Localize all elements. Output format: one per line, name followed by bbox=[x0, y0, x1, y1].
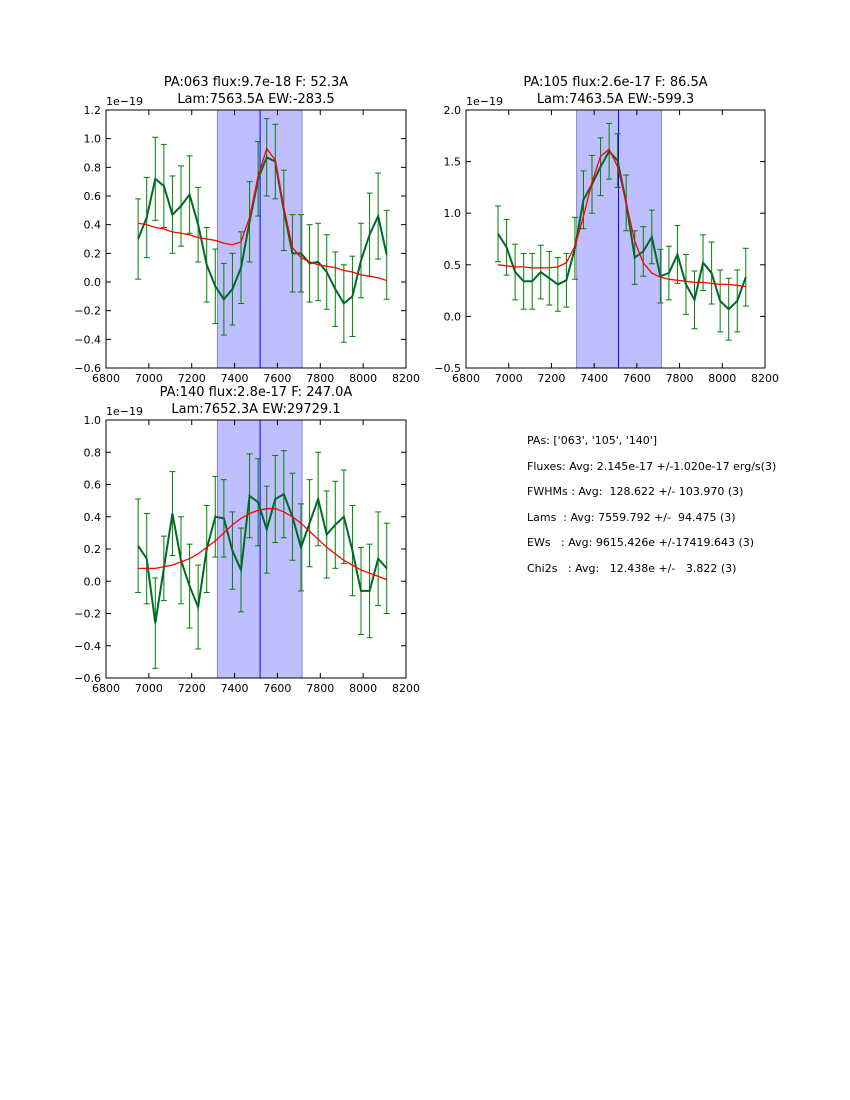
y-tick-label: −0.4 bbox=[74, 333, 101, 346]
x-tick-label: 6800 bbox=[92, 682, 120, 695]
y-tick-label: 0.0 bbox=[84, 575, 102, 588]
subplot-2: 6800 7000 7200 7400 7600 7800 8000 8200 −0.5 0.0 0… bbox=[434, 75, 779, 385]
y-tick-label: −0.2 bbox=[74, 305, 101, 318]
subplot-title-line1: PA:105 flux:2.6e-17 F: 86.5A bbox=[523, 75, 707, 90]
x-tick-label: 7200 bbox=[178, 682, 206, 695]
x-tick-label: 7000 bbox=[135, 372, 163, 385]
x-tick-label: 7400 bbox=[221, 682, 249, 695]
plot-area bbox=[495, 110, 749, 368]
x-tick-label: 7800 bbox=[666, 372, 694, 385]
x-tick-label: 8200 bbox=[392, 682, 420, 695]
x-tick-label: 8200 bbox=[392, 372, 420, 385]
y-tick-label: 0.6 bbox=[84, 190, 102, 203]
y-tick-label: −0.2 bbox=[74, 608, 101, 621]
x-tick-label: 7800 bbox=[306, 372, 334, 385]
y-offset-label: 1e−19 bbox=[106, 95, 143, 108]
model-fit-line bbox=[138, 147, 387, 282]
x-tick-label: 7600 bbox=[263, 682, 291, 695]
subplot-title-line2: Lam:7652.3A EW:29729.1 bbox=[171, 402, 340, 417]
model-fit-line bbox=[138, 508, 387, 581]
y-tick-label: 1.5 bbox=[444, 156, 462, 169]
subplot-1: 6800 7000 7200 7400 7600 7800 8000 8200 −0.6 −0.4… bbox=[74, 75, 420, 385]
x-tick-label: 7800 bbox=[306, 682, 334, 695]
x-tick-label: 7200 bbox=[178, 372, 206, 385]
x-tick-label: 6800 bbox=[452, 372, 480, 385]
y-tick-label: 0.8 bbox=[84, 161, 102, 174]
x-tick-label: 7000 bbox=[135, 682, 163, 695]
summary-lams: Lams : Avg: 7559.792 +/- 94.475 (3) bbox=[527, 510, 736, 524]
x-tick-label: 6800 bbox=[92, 372, 120, 385]
line-window-band bbox=[576, 110, 662, 368]
x-tick-label: 8000 bbox=[349, 682, 377, 695]
subplot-title-line1: PA:063 flux:9.7e-18 F: 52.3A bbox=[164, 75, 348, 90]
fit-summary: PAs: ['063', '105', '140'] Fluxes: Avg: … bbox=[527, 432, 776, 585]
y-tick-label: 2.0 bbox=[444, 104, 462, 117]
x-tick-label: 7000 bbox=[495, 372, 523, 385]
y-tick-label: −0.6 bbox=[74, 672, 101, 685]
y-tick-label: 0.5 bbox=[444, 259, 462, 272]
y-tick-label: 1.2 bbox=[84, 104, 102, 117]
y-tick-label: 0.2 bbox=[84, 543, 102, 556]
subplot-title-line2: Lam:7563.5A EW:-283.5 bbox=[177, 92, 334, 107]
axes-frame bbox=[465, 109, 766, 369]
plot-area bbox=[135, 110, 390, 368]
x-tick-label: 7400 bbox=[580, 372, 608, 385]
y-tick-label: 1.0 bbox=[84, 414, 102, 427]
y-tick-label: 1.0 bbox=[84, 133, 102, 146]
data-spectrum-line bbox=[497, 149, 747, 311]
summary-fluxes: Fluxes: Avg: 2.145e-17 +/-1.020e-17 erg/… bbox=[527, 459, 777, 473]
data-spectrum-line bbox=[137, 492, 388, 624]
y-tick-label: 0.0 bbox=[84, 276, 102, 289]
y-offset-label: 1e−19 bbox=[106, 405, 143, 418]
y-tick-label: 0.0 bbox=[444, 310, 462, 323]
x-tick-label: 7400 bbox=[221, 372, 249, 385]
y-tick-label: 0.8 bbox=[84, 446, 102, 459]
y-offset-label: 1e−19 bbox=[466, 95, 503, 108]
y-tick-label: −0.5 bbox=[434, 362, 461, 375]
x-tick-label: 7600 bbox=[623, 372, 651, 385]
y-tick-label: −0.6 bbox=[74, 362, 101, 375]
subplot-3: 6800 7000 7200 7400 7600 7800 8000 8200 −0.6 −0.4… bbox=[74, 385, 420, 695]
y-tick-label: −0.4 bbox=[74, 640, 101, 653]
y-tick-label: 0.4 bbox=[84, 511, 102, 524]
y-tick-label: 0.4 bbox=[84, 219, 102, 232]
x-tick-label: 7200 bbox=[537, 372, 565, 385]
x-tick-label: 8000 bbox=[708, 372, 736, 385]
x-tick-label: 8200 bbox=[751, 372, 779, 385]
y-tick-label: 0.2 bbox=[84, 247, 102, 260]
summary-fwhms: FWHMs : Avg: 128.622 +/- 103.970 (3) bbox=[527, 485, 744, 498]
model-fit-line bbox=[497, 148, 746, 288]
y-tick-label: 0.6 bbox=[84, 479, 102, 492]
summary-pas: PAs: ['063', '105', '140'] bbox=[527, 434, 658, 447]
x-tick-label: 7600 bbox=[263, 372, 291, 385]
subplot-title-line2: Lam:7463.5A EW:-599.3 bbox=[537, 92, 694, 107]
axes-frame bbox=[105, 109, 407, 369]
subplot-title-line1: PA:140 flux:2.8e-17 F: 247.0A bbox=[160, 385, 353, 400]
plot-area bbox=[135, 420, 390, 678]
summary-chi2s: Chi2s : Avg: 12.438e +/- 3.822 (3) bbox=[527, 561, 737, 575]
data-spectrum-line bbox=[137, 155, 388, 306]
summary-ews: EWs : Avg: 9615.426e +/-17419.643 (3) bbox=[527, 536, 755, 549]
x-tick-label: 8000 bbox=[349, 372, 377, 385]
y-tick-label: 1.0 bbox=[444, 207, 462, 220]
